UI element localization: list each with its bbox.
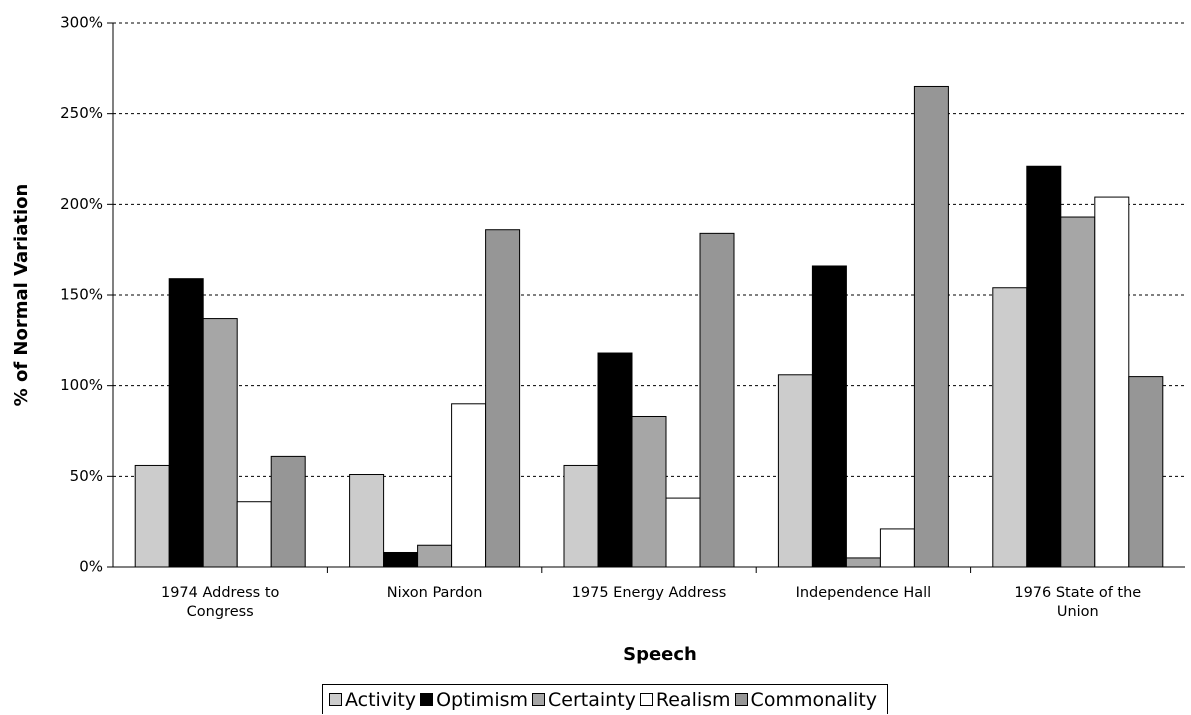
legend-label: Commonality [750, 688, 878, 711]
bar [777, 374, 813, 568]
bar [485, 229, 521, 568]
legend-item: Optimism [420, 689, 528, 711]
x-tick-label: 1975 Energy Address [571, 585, 727, 601]
bar [1026, 165, 1062, 568]
x-tick-label: 1974 Address to Congress [160, 585, 280, 620]
x-tick-label: Nixon Pardon [386, 585, 483, 601]
y-tick-label: 0% [79, 558, 103, 576]
x-tick-label: Independence Hall [795, 585, 932, 601]
y-tick-label: 300% [60, 14, 103, 32]
y-tick-label: 250% [60, 104, 103, 122]
y-tick-label: 50% [70, 467, 103, 485]
bar [236, 501, 272, 568]
bar [811, 265, 847, 568]
legend: Activity Optimism Certainty Realism Commonal… [322, 684, 889, 714]
y-tick-label: 150% [60, 286, 103, 304]
legend-swatch [532, 693, 546, 706]
bar [992, 287, 1028, 568]
bar [665, 497, 701, 568]
legend-swatch [420, 693, 434, 706]
legend-item: Realism [639, 688, 731, 711]
bar [699, 232, 735, 568]
bar [845, 557, 881, 568]
bar [1060, 216, 1096, 568]
bar [383, 551, 419, 568]
bar [349, 474, 385, 568]
y-axis-title: % of Normal Variation [11, 184, 32, 407]
bar [1094, 196, 1130, 568]
bar [202, 318, 238, 568]
legend-swatch [329, 693, 342, 706]
bar [417, 544, 453, 568]
bar [879, 528, 915, 568]
x-axis-title: Speech [623, 644, 697, 665]
bar [563, 464, 599, 568]
bar [168, 278, 204, 568]
bar [451, 403, 487, 568]
bar [1128, 376, 1164, 568]
legend-label: Optimism [436, 688, 529, 711]
legend-label: Realism [655, 688, 731, 711]
bar [270, 455, 306, 568]
y-tick-label: 200% [60, 195, 103, 213]
legend-swatch [639, 693, 653, 706]
bar [597, 352, 633, 568]
y-tick-label: 100% [60, 376, 103, 394]
bar [134, 464, 170, 568]
legend-item: Commonality [734, 688, 878, 711]
bar [631, 415, 667, 568]
legend-item: Certainty [532, 689, 636, 711]
legend-swatch [734, 693, 748, 706]
legend-label: Certainty [548, 688, 636, 711]
legend-item: Activity [329, 689, 416, 711]
bar [913, 85, 949, 568]
legend-label: Activity [345, 688, 417, 711]
x-tick-label: 1976 State of the Union [1014, 585, 1142, 620]
